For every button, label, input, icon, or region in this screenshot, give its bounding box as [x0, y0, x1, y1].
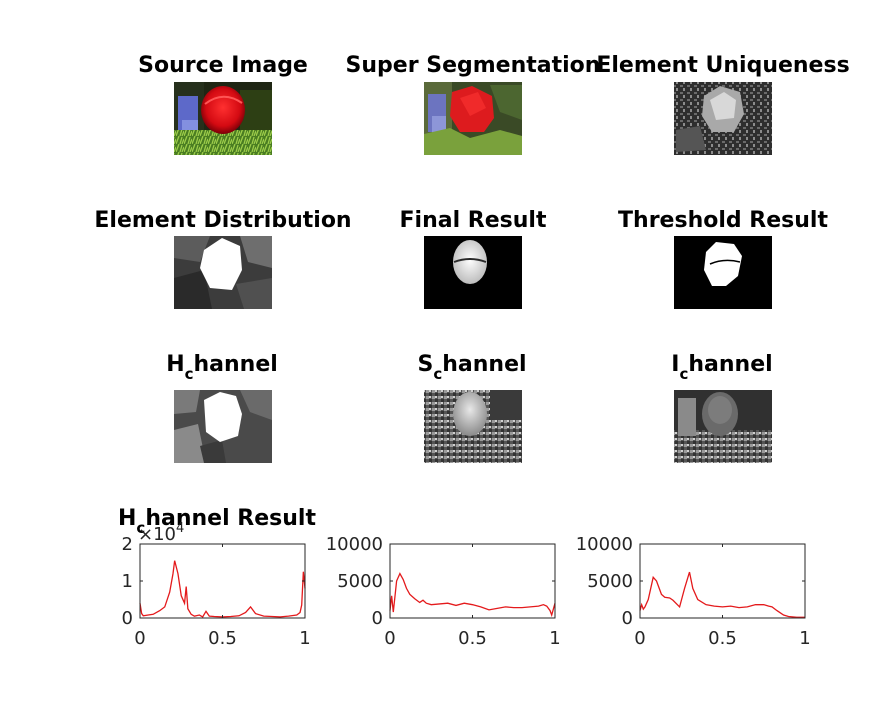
x-tick-label: 0	[634, 628, 645, 649]
panel-title-super-segmentation: Super Segmentation	[346, 53, 601, 78]
series-line	[389, 572, 556, 618]
y-tick-label: 0	[622, 608, 633, 629]
panel-title-threshold-result: Threshold Result	[618, 208, 828, 233]
x-tick-label: 0.5	[708, 628, 737, 649]
h-channel-result-chart: 0 0.5 1 0 1 2	[122, 534, 311, 649]
y-tick-label: 0	[372, 608, 383, 629]
x-tick-label: 0	[384, 628, 395, 649]
y-tick-label: 5000	[337, 571, 383, 592]
series-line	[639, 571, 805, 618]
x-tick-label: 1	[299, 628, 310, 649]
h-channel-image	[174, 390, 272, 463]
x-tick-label: 0.5	[458, 628, 487, 649]
i-channel-result-chart: 0 0.5 1 0 5000 10000	[576, 534, 811, 649]
x-tick-label: 1	[549, 628, 560, 649]
y-tick-label: 5000	[587, 571, 633, 592]
panel-title-element-uniqueness: Element Uniqueness	[596, 53, 849, 78]
s-channel-image	[424, 390, 522, 463]
y-tick-label: 2	[122, 534, 133, 555]
chart-title-h-channel-result: Hchannel Result	[118, 506, 316, 537]
y-tick-label: 10000	[576, 534, 633, 555]
super-segmentation-image	[424, 82, 522, 155]
element-uniqueness-image	[674, 82, 772, 155]
y-tick-label: 0	[122, 608, 133, 629]
panel-title-source: Source Image	[138, 53, 308, 78]
final-result-image	[424, 236, 522, 309]
panel-title-final-result: Final Result	[400, 208, 547, 233]
panel-title-i-channel: Ichannel	[671, 352, 772, 383]
y-tick-label: 10000	[326, 534, 383, 555]
threshold-result-image	[674, 236, 772, 309]
panel-title-s-channel: Schannel	[417, 352, 526, 383]
element-distribution-image	[174, 236, 272, 309]
panel-title-element-distribution: Element Distribution	[94, 208, 351, 233]
x-tick-label: 0	[134, 628, 145, 649]
chart-exponent-label: ×104	[138, 521, 184, 545]
y-tick-label: 1	[122, 571, 133, 592]
series-line	[139, 560, 306, 618]
panel-title-h-channel: Hchannel	[166, 352, 278, 383]
x-tick-label: 0.5	[208, 628, 237, 649]
x-tick-label: 1	[799, 628, 810, 649]
s-channel-result-chart: 0 0.5 1 0 5000 10000	[326, 534, 561, 649]
i-channel-image	[674, 390, 772, 463]
source-image	[174, 82, 272, 155]
